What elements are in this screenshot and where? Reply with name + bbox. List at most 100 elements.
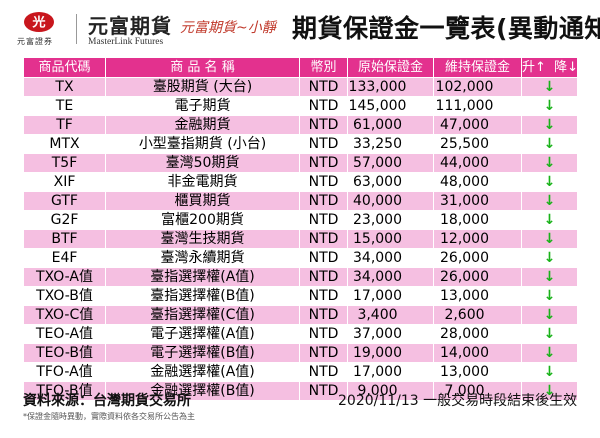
initial-margin-cell: 3,400 — [347, 305, 434, 325]
change-arrow-icon: ↓ — [521, 229, 578, 249]
change-arrow-icon: ↓ — [521, 248, 578, 268]
currency-cell: NTD — [299, 362, 348, 382]
product-name-cell: 臺灣50期貨 — [105, 153, 300, 173]
col-header-initial-margin: 原始保證金 — [347, 57, 434, 78]
initial-margin-cell: 57,000 — [347, 153, 434, 173]
disclaimer: *保證金隨時異動，實際資料依各交易所公告為主 — [23, 412, 195, 421]
col-header-code: 商品代碼 — [23, 57, 106, 78]
product-code-cell: G2F — [23, 210, 106, 230]
currency-cell: NTD — [299, 77, 348, 97]
table-header-row: 商品代碼 商 品 名 稱 幣別 原始保證金 維持保證金 升↑ 降↓ — [23, 57, 578, 78]
change-arrow-icon: ↓ — [521, 381, 578, 401]
col-header-maintenance-margin: 維持保證金 — [433, 57, 522, 78]
change-arrow-icon: ↓ — [521, 153, 578, 173]
product-name-cell: 臺指選擇權(A值) — [105, 267, 300, 287]
product-name-cell: 金融期貨 — [105, 115, 300, 135]
product-name-cell: 富櫃200期貨 — [105, 210, 300, 230]
product-name-cell: 櫃買期貨 — [105, 191, 300, 211]
change-arrow-icon: ↓ — [521, 267, 578, 287]
initial-margin-cell: 40,000 — [347, 191, 434, 211]
change-arrow-icon: ↓ — [521, 343, 578, 363]
change-arrow-icon: ↓ — [521, 305, 578, 325]
currency-cell: NTD — [299, 381, 348, 401]
product-code-cell: TF — [23, 115, 106, 135]
table-row: TFO-A值 金融選擇權(A值) NTD 17,000 13,000 ↓ — [23, 362, 578, 382]
table-row: BTF 臺灣生技期貨 NTD 15,000 12,000 ↓ — [23, 229, 578, 249]
product-code-cell: TXO-A值 — [23, 267, 106, 287]
currency-cell: NTD — [299, 305, 348, 325]
change-arrow-icon: ↓ — [521, 286, 578, 306]
change-arrow-icon: ↓ — [521, 210, 578, 230]
maintenance-margin-cell: 25,500 — [433, 134, 522, 154]
col-header-up: 升↑ — [522, 60, 546, 75]
table-row: GTF 櫃買期貨 NTD 40,000 31,000 ↓ — [23, 191, 578, 211]
maintenance-margin-cell: 28,000 — [433, 324, 522, 344]
change-arrow-icon: ↓ — [521, 77, 578, 97]
col-header-down: 降↓ — [554, 60, 578, 75]
maintenance-margin-cell: 31,000 — [433, 191, 522, 211]
currency-cell: NTD — [299, 210, 348, 230]
currency-cell: NTD — [299, 191, 348, 211]
maintenance-margin-cell: 18,000 — [433, 210, 522, 230]
maintenance-margin-cell: 13,000 — [433, 286, 522, 306]
currency-cell: NTD — [299, 229, 348, 249]
maintenance-margin-cell: 26,000 — [433, 267, 522, 287]
initial-margin-cell: 133,000 — [347, 77, 434, 97]
table-row: TXO-C值 臺指選擇權(C值) NTD 3,400 2,600 ↓ — [23, 305, 578, 325]
maintenance-margin-cell: 48,000 — [433, 172, 522, 192]
product-name-cell: 臺指選擇權(C值) — [105, 305, 300, 325]
product-name-cell: 臺灣生技期貨 — [105, 229, 300, 249]
initial-margin-cell: 145,000 — [347, 96, 434, 116]
table-row: TFO-B值 金融選擇權(B值) NTD 9,000 7,000 ↓ — [23, 381, 578, 401]
maintenance-margin-cell: 111,000 — [433, 96, 522, 116]
maintenance-margin-cell: 12,000 — [433, 229, 522, 249]
product-code-cell: TEO-B值 — [23, 343, 106, 363]
initial-margin-cell: 61,000 — [347, 115, 434, 135]
logo-divider — [76, 14, 77, 44]
header: 光 元富證券 元富期貨 MasterLink Futures 元富期貨~小靜 期… — [0, 0, 600, 54]
brand-logo-icon: 光 — [24, 12, 54, 32]
page-title: 期貨保證金一覽表(異動通知) — [292, 14, 600, 43]
brand-english-name: MasterLink Futures — [88, 37, 164, 47]
product-code-cell: TFO-B值 — [23, 381, 106, 401]
currency-cell: NTD — [299, 267, 348, 287]
maintenance-margin-cell: 7,000 — [433, 381, 522, 401]
change-arrow-icon: ↓ — [521, 172, 578, 192]
product-code-cell: MTX — [23, 134, 106, 154]
product-name-cell: 電子選擇權(A值) — [105, 324, 300, 344]
product-code-cell: TXO-C值 — [23, 305, 106, 325]
col-header-change: 升↑ 降↓ — [521, 57, 578, 78]
currency-cell: NTD — [299, 343, 348, 363]
currency-cell: NTD — [299, 172, 348, 192]
change-arrow-icon: ↓ — [521, 134, 578, 154]
product-code-cell: XIF — [23, 172, 106, 192]
currency-cell: NTD — [299, 286, 348, 306]
initial-margin-cell: 23,000 — [347, 210, 434, 230]
change-arrow-icon: ↓ — [521, 115, 578, 135]
product-name-cell: 非金電期貨 — [105, 172, 300, 192]
product-code-cell: BTF — [23, 229, 106, 249]
change-arrow-icon: ↓ — [521, 96, 578, 116]
product-code-cell: E4F — [23, 248, 106, 268]
maintenance-margin-cell: 14,000 — [433, 343, 522, 363]
maintenance-margin-cell: 13,000 — [433, 362, 522, 382]
product-code-cell: GTF — [23, 191, 106, 211]
product-code-cell: TX — [23, 77, 106, 97]
currency-cell: NTD — [299, 324, 348, 344]
product-code-cell: TFO-A值 — [23, 362, 106, 382]
product-name-cell: 電子期貨 — [105, 96, 300, 116]
initial-margin-cell: 9,000 — [347, 381, 434, 401]
initial-margin-cell: 33,250 — [347, 134, 434, 154]
maintenance-margin-cell: 47,000 — [433, 115, 522, 135]
currency-cell: NTD — [299, 153, 348, 173]
maintenance-margin-cell: 2,600 — [433, 305, 522, 325]
product-code-cell: TEO-A值 — [23, 324, 106, 344]
initial-margin-cell: 34,000 — [347, 248, 434, 268]
initial-margin-cell: 37,000 — [347, 324, 434, 344]
table-row: E4F 臺灣永續期貨 NTD 34,000 26,000 ↓ — [23, 248, 578, 268]
initial-margin-cell: 15,000 — [347, 229, 434, 249]
table-row: T5F 臺灣50期貨 NTD 57,000 44,000 ↓ — [23, 153, 578, 173]
table-row: TEO-A值 電子選擇權(A值) NTD 37,000 28,000 ↓ — [23, 324, 578, 344]
table-row: G2F 富櫃200期貨 NTD 23,000 18,000 ↓ — [23, 210, 578, 230]
change-arrow-icon: ↓ — [521, 324, 578, 344]
